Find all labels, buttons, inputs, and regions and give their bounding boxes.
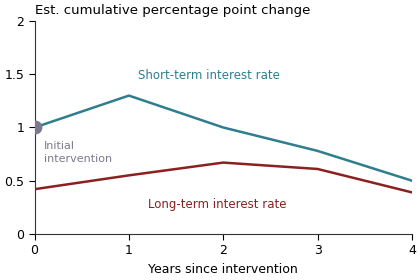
Text: Initial
intervention: Initial intervention (44, 141, 112, 164)
Text: Long-term interest rate: Long-term interest rate (148, 198, 286, 211)
X-axis label: Years since intervention: Years since intervention (148, 263, 298, 276)
Text: Est. cumulative percentage point change: Est. cumulative percentage point change (34, 4, 310, 17)
Text: Short-term interest rate: Short-term interest rate (138, 69, 280, 82)
